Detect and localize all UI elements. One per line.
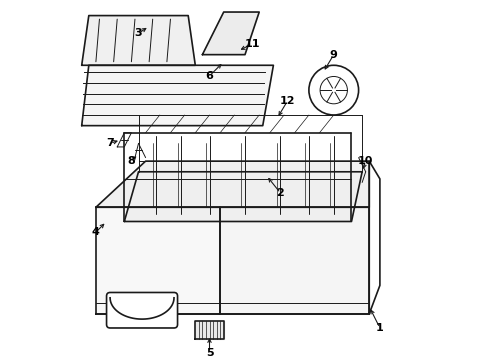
- Text: 5: 5: [206, 348, 213, 358]
- Text: 6: 6: [206, 71, 214, 81]
- Polygon shape: [124, 172, 362, 221]
- Polygon shape: [82, 15, 196, 65]
- Polygon shape: [82, 65, 273, 126]
- Text: 9: 9: [330, 50, 338, 60]
- Text: 3: 3: [135, 28, 142, 38]
- Polygon shape: [202, 12, 259, 55]
- FancyBboxPatch shape: [106, 292, 177, 328]
- Text: 12: 12: [280, 96, 295, 106]
- Polygon shape: [220, 207, 369, 314]
- Text: 7: 7: [106, 138, 114, 148]
- Text: 10: 10: [358, 156, 373, 166]
- Text: 1: 1: [376, 323, 384, 333]
- Text: 11: 11: [245, 39, 260, 49]
- Polygon shape: [196, 321, 224, 339]
- Circle shape: [309, 65, 359, 115]
- Text: 4: 4: [92, 227, 100, 237]
- Polygon shape: [96, 161, 369, 207]
- Polygon shape: [96, 207, 220, 314]
- Text: 2: 2: [277, 188, 284, 198]
- Text: 8: 8: [127, 156, 135, 166]
